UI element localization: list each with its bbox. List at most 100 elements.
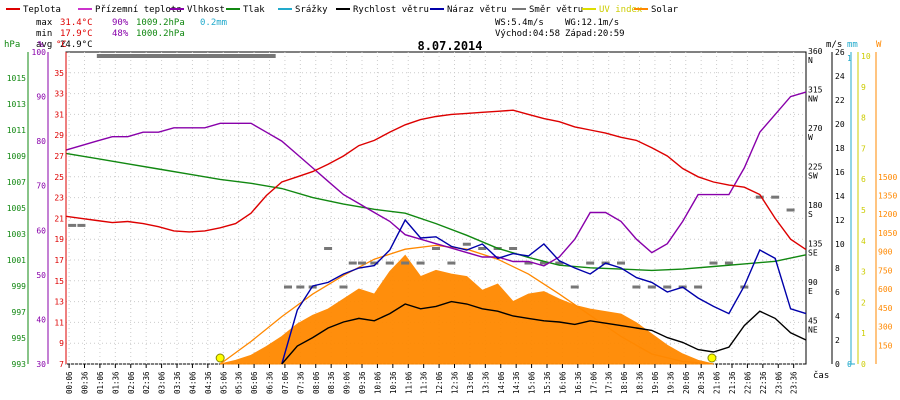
dir-name-label-5: W [808, 133, 813, 142]
x-tick-label-35: 17:36 [605, 371, 614, 394]
pressure-tick-label-5: 1003 [7, 230, 26, 239]
axes-layer: 9939959979991001100310051007100910111013… [7, 47, 898, 369]
x-tick-label-11: 05:36 [235, 371, 244, 394]
x-tick-label-25: 12:36 [451, 371, 460, 394]
wind-dir-point-12 [416, 261, 425, 265]
wind-tick-label-1: 2 [835, 336, 840, 345]
stat-min-hum: 48% [112, 29, 129, 39]
legend-label-0: Teplota [23, 5, 61, 15]
stat-max-rain: 0.2mm [200, 18, 227, 28]
uv-point-0 [215, 353, 225, 363]
wind-dir-point-7 [348, 261, 357, 265]
uv-tick-label-10: 10 [861, 52, 871, 61]
date-title: 8.07.2014 [417, 39, 482, 53]
uv-tick-label-3: 3 [861, 268, 866, 277]
solar-tick-label-5: 900 [878, 248, 893, 257]
stat-max-press: 1009.2hPa [136, 18, 185, 28]
temperature-tick-label-11: 29 [54, 131, 64, 140]
temperature-tick-label-5: 17 [54, 256, 64, 265]
series-layer [65, 54, 855, 365]
x-tick-label-13: 06:36 [266, 371, 275, 394]
temperature-tick-label-2: 11 [54, 318, 64, 327]
x-tick-label-34: 17:06 [589, 371, 598, 394]
legend-label-6: Náraz větru [447, 5, 507, 15]
series-vlhkost [65, 91, 807, 267]
rain-tick-label-1: 1 [847, 54, 852, 63]
grid [65, 51, 807, 365]
wind-dir-point-20 [539, 261, 548, 265]
wind-dir-point-6 [339, 285, 348, 289]
uv-tick-label-7: 7 [861, 144, 866, 153]
x-tick-label-2: 01:06 [96, 371, 105, 394]
x-tick-label-40: 20:06 [682, 371, 691, 394]
wind-tick-label-12: 24 [835, 72, 845, 81]
axis-unit-labels: hPa % °C m/s mm W čas [4, 40, 882, 381]
x-tick-label-8: 04:06 [188, 371, 197, 394]
dir-name-label-3: S [808, 210, 813, 219]
x-tick-label-33: 16:36 [574, 371, 583, 394]
x-tick-label-37: 18:36 [636, 371, 645, 394]
humidity-tick-label-5: 80 [36, 137, 46, 146]
x-tick-label-7: 03:36 [173, 371, 182, 394]
wind-dir-point-19 [524, 261, 533, 265]
solar-tick-label-7: 1200 [878, 210, 897, 219]
x-tick-label-22: 11:06 [404, 371, 413, 394]
x-tick-label-42: 21:06 [713, 371, 722, 394]
x-tick-label-9: 04:36 [204, 371, 213, 394]
wind-tick-label-9: 18 [835, 144, 845, 153]
wind-dir-point-10 [385, 261, 394, 265]
wind-tick-label-13: 26 [835, 48, 845, 57]
x-tick-label-20: 10:06 [373, 371, 382, 394]
solar-tick-label-2: 450 [878, 304, 893, 313]
pressure-tick-label-11: 1015 [7, 74, 26, 83]
x-tick-label-47: 23:36 [790, 371, 799, 394]
legend-label-9: Solar [651, 5, 679, 15]
dir-deg-label-0: 45 [808, 317, 818, 326]
wind-dir-point-3 [296, 285, 305, 289]
solar-tick-label-0: 150 [878, 341, 893, 350]
wind-dir-point-9 [370, 261, 379, 265]
temperature-tick-label-0: 7 [59, 360, 64, 369]
pressure-tick-label-1: 995 [12, 334, 27, 343]
solar-tick-label-4: 750 [878, 266, 893, 275]
series-rychlost-větru [281, 300, 807, 365]
legend-label-5: Rychlost větru [353, 5, 429, 15]
stat-min-press: 1000.2hPa [136, 29, 185, 39]
dir-deg-label-7: 360 [808, 47, 823, 56]
temperature-tick-label-7: 21 [54, 214, 64, 223]
x-tick-label-6: 03:06 [158, 371, 167, 394]
wind-dir-point-34 [755, 195, 764, 199]
wind-dir-point-23 [586, 261, 595, 265]
wind-dir-point-1 [77, 223, 86, 227]
dir-name-label-7: N [808, 56, 813, 65]
humidity-tick-label-4: 70 [36, 182, 46, 191]
wind-dir-top-bar [96, 54, 276, 58]
unit-degc: °C [56, 40, 67, 50]
x-tick-labels: 00:06 00:36 01:06 01:36 02:06 02:36 03:06 03:36… [65, 364, 799, 394]
x-tick-label-1: 00:36 [81, 371, 90, 394]
wind-dir-point-28 [663, 285, 672, 289]
wind-dir-point-30 [694, 285, 703, 289]
uv-tick-label-4: 4 [861, 237, 866, 246]
humidity-tick-label-0: 30 [36, 360, 46, 369]
pressure-tick-label-6: 1005 [7, 204, 26, 213]
humidity-tick-label-1: 40 [36, 315, 46, 324]
x-tick-label-21: 10:36 [389, 371, 398, 394]
x-tick-label-18: 09:06 [343, 371, 352, 394]
pressure-tick-label-8: 1009 [7, 152, 26, 161]
stat-max-hum: 90% [112, 18, 129, 28]
stat-wind-gust: WG:12.1m/s [565, 18, 619, 28]
unit-hpa: hPa [4, 40, 20, 50]
x-tick-label-4: 02:06 [127, 371, 136, 394]
temperature-tick-label-4: 15 [54, 277, 64, 286]
temperature-tick-label-6: 19 [54, 235, 64, 244]
uv-tick-label-5: 5 [861, 206, 866, 215]
wind-dir-point-14 [447, 261, 456, 265]
solar-tick-label-6: 1050 [878, 229, 897, 238]
legend-label-3: Tlak [243, 5, 265, 15]
temperature-tick-label-12: 31 [54, 110, 64, 119]
wind-dir-point-36 [786, 208, 795, 212]
temperature-tick-label-3: 13 [54, 298, 64, 307]
dir-name-label-4: SW [808, 172, 818, 181]
